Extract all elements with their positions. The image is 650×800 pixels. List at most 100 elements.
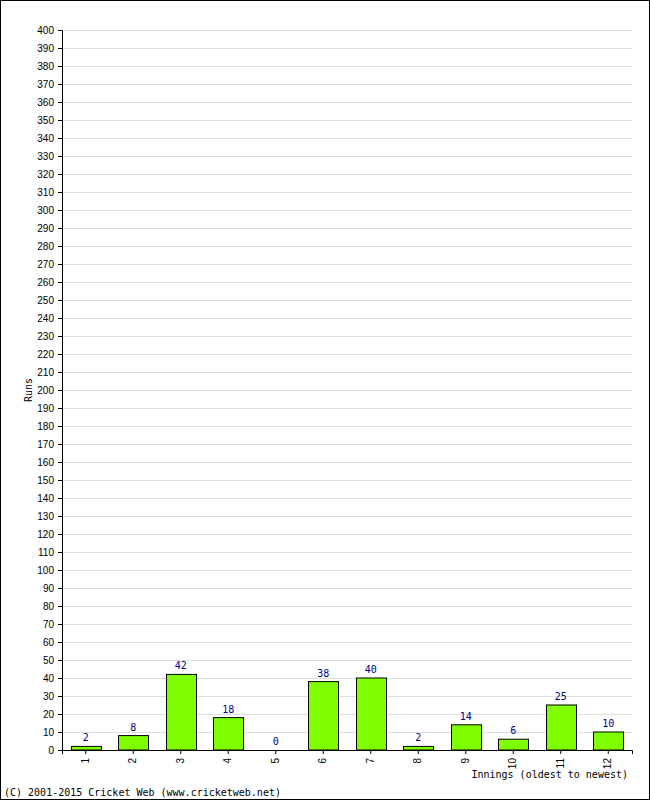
grid-line (62, 66, 632, 67)
y-tick-label: 30 (43, 691, 55, 702)
grid-line (62, 426, 632, 427)
y-tick-label: 310 (37, 187, 54, 198)
x-tick-label: 12 (602, 758, 613, 770)
y-tick: 240 (37, 313, 62, 324)
y-tick-mark (58, 354, 62, 355)
y-tick-mark (58, 732, 62, 733)
grid-line (62, 552, 632, 553)
y-tick: 310 (37, 187, 62, 198)
y-axis-title: Runs (23, 378, 34, 402)
y-tick: 50 (43, 655, 62, 666)
y-tick-mark (58, 174, 62, 175)
y-tick-mark (58, 696, 62, 697)
y-tick-mark (58, 300, 62, 301)
x-tick: 11 (555, 750, 566, 768)
y-tick-label: 240 (37, 313, 54, 324)
y-tick: 380 (37, 61, 62, 72)
y-tick-label: 0 (48, 745, 54, 756)
y-tick-mark (58, 48, 62, 49)
grid-line (62, 678, 632, 679)
y-tick-label: 360 (37, 97, 54, 108)
y-tick-mark (58, 462, 62, 463)
x-tick: 6 (317, 750, 328, 764)
bar (357, 678, 387, 750)
grid-line (62, 138, 632, 139)
y-tick-mark (58, 318, 62, 319)
y-tick-mark (58, 678, 62, 679)
x-tick: 5 (270, 750, 281, 764)
y-tick-label: 250 (37, 295, 54, 306)
y-tick-label: 70 (43, 619, 55, 630)
grid-line (62, 354, 632, 355)
y-tick: 250 (37, 295, 62, 306)
x-tick-mark (465, 750, 466, 754)
y-tick: 120 (37, 529, 62, 540)
x-tick-mark (228, 750, 229, 754)
y-tick-label: 260 (37, 277, 54, 288)
y-tick: 350 (37, 115, 62, 126)
data-label: 42 (175, 660, 187, 671)
x-tick-mark (323, 750, 324, 754)
y-tick-label: 120 (37, 529, 54, 540)
data-label: 14 (460, 711, 472, 722)
x-tick: 8 (412, 750, 423, 764)
grid-line (62, 462, 632, 463)
bar (214, 718, 244, 750)
x-tick: 9 (460, 750, 471, 764)
y-tick: 40 (43, 673, 62, 684)
y-axis-line (58, 31, 63, 751)
grid-line (62, 606, 632, 607)
bar (262, 750, 292, 751)
grid-line (62, 696, 632, 697)
y-tick-label: 190 (37, 403, 54, 414)
data-label: 0 (273, 736, 279, 747)
bar (72, 746, 102, 750)
y-tick-label: 40 (43, 673, 55, 684)
y-tick-mark (58, 750, 62, 751)
y-tick-mark (58, 570, 62, 571)
x-tick: 10 (507, 750, 518, 769)
grid-line (62, 84, 632, 85)
y-tick: 140 (37, 493, 62, 504)
x-tick-label: 9 (460, 758, 471, 764)
x-tick-mark (513, 750, 514, 754)
y-tick: 170 (37, 439, 62, 450)
y-tick-mark (58, 552, 62, 553)
y-tick-label: 130 (37, 511, 54, 522)
y-tick-mark (58, 84, 62, 85)
x-tick: 4 (222, 750, 233, 764)
grid-line (62, 228, 632, 229)
y-tick-label: 280 (37, 241, 54, 252)
x-tick: 7 (365, 750, 376, 764)
grid-line (62, 246, 632, 247)
y-tick-mark (58, 210, 62, 211)
y-tick: 220 (37, 349, 62, 360)
y-tick-mark (58, 336, 62, 337)
y-tick-mark (58, 390, 62, 391)
data-label: 2 (83, 732, 89, 743)
y-tick: 400 (37, 25, 62, 36)
y-tick-mark (58, 480, 62, 481)
y-tick-label: 90 (43, 583, 55, 594)
y-tick-mark (58, 408, 62, 409)
bar (499, 739, 529, 750)
x-axis: 123456789101112 (63, 750, 633, 769)
y-tick-mark (58, 66, 62, 67)
grid-line (62, 408, 632, 409)
y-tick: 280 (37, 241, 62, 252)
grid-line (62, 210, 632, 211)
x-tick-label: 8 (412, 758, 423, 764)
y-axis: 0102030405060708090100110120130140150160… (37, 25, 62, 756)
y-tick: 30 (43, 691, 62, 702)
y-tick-label: 390 (37, 43, 54, 54)
y-tick-label: 20 (43, 709, 55, 720)
x-tick-mark (85, 750, 86, 754)
y-tick-mark (58, 606, 62, 607)
grid-line (62, 282, 632, 283)
y-tick: 100 (37, 565, 62, 576)
y-tick-mark (58, 30, 62, 31)
y-tick: 60 (43, 637, 62, 648)
grid-line (62, 48, 632, 49)
y-tick-mark (58, 372, 62, 373)
x-tick-mark (608, 750, 609, 754)
